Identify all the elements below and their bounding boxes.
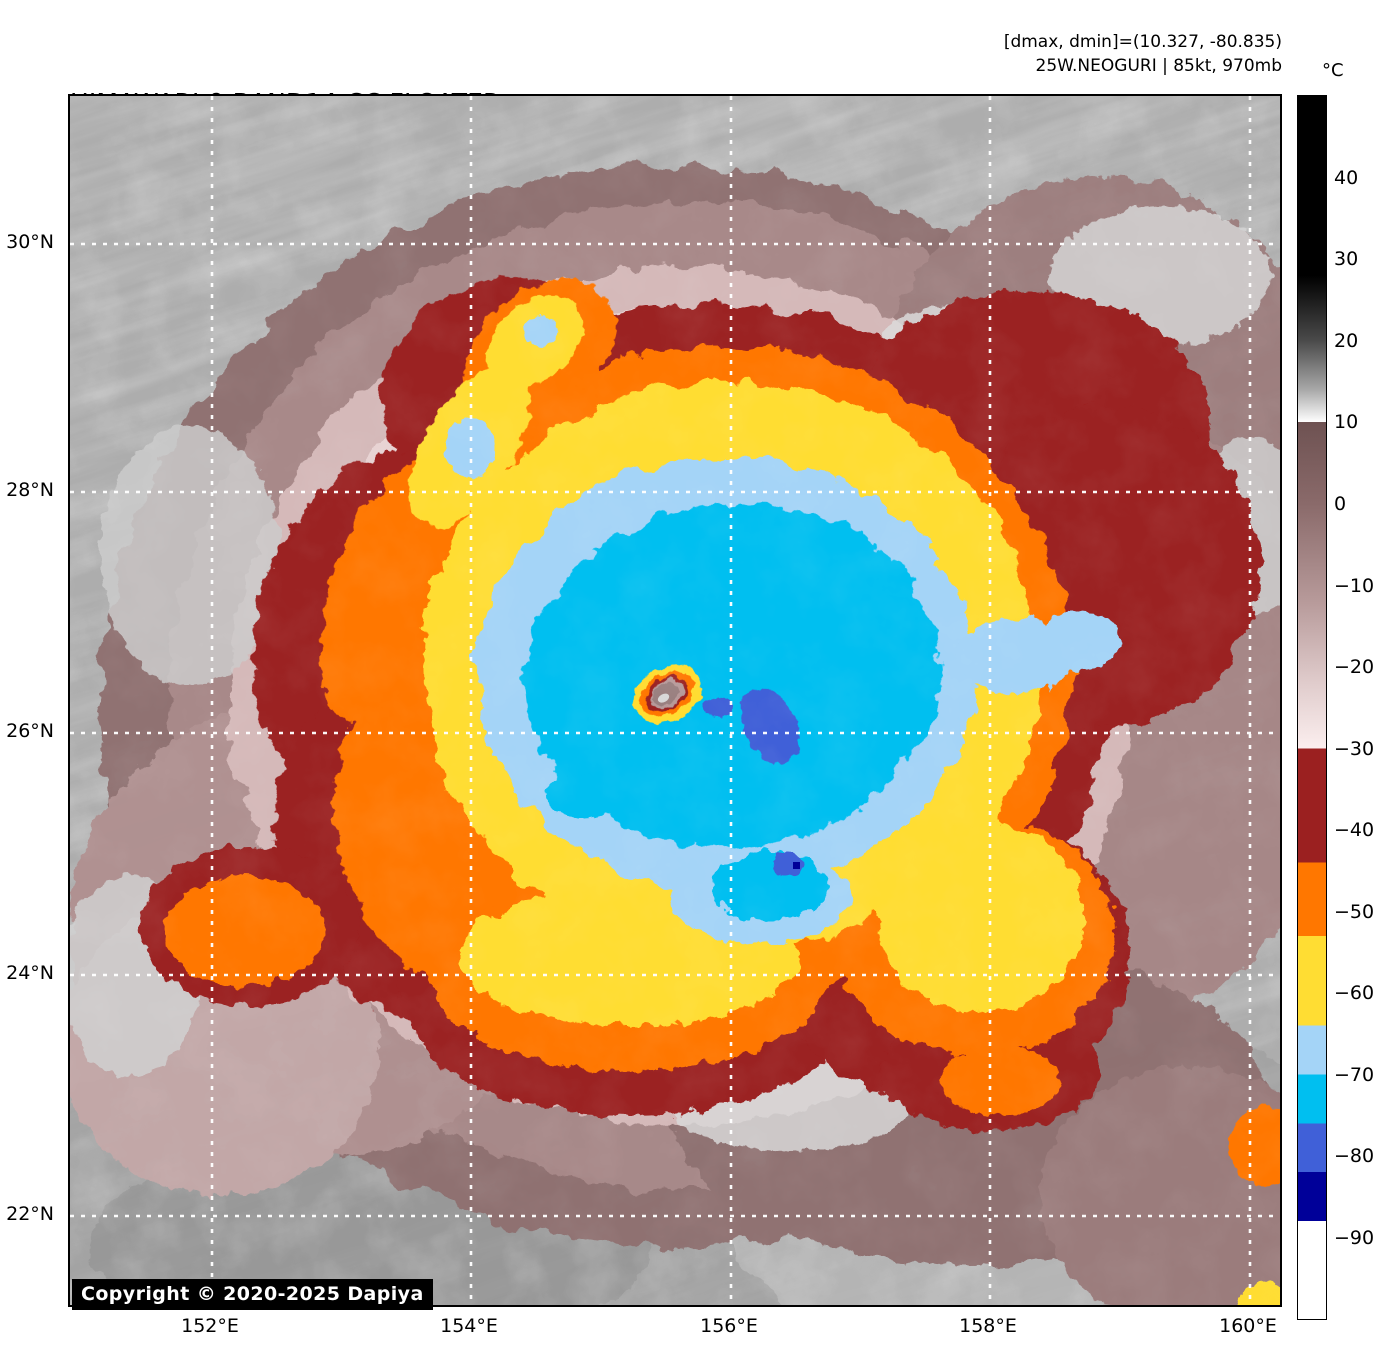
y-tick-26n: 26°N	[6, 720, 54, 742]
satellite-imagery	[70, 96, 1280, 1305]
cb-tick-10: 10	[1334, 411, 1359, 433]
colorbar-unit-label: °C	[1322, 60, 1344, 81]
y-tick-22n: 22°N	[6, 1203, 54, 1225]
cb-tick-m40: −40	[1334, 819, 1375, 841]
cb-tick-m90: −90	[1334, 1227, 1375, 1249]
storm-info-label: 25W.NEOGURI | 85kt, 970mb	[1035, 56, 1282, 76]
y-tick-24n: 24°N	[6, 962, 54, 984]
colorbar	[1297, 95, 1327, 1320]
y-tick-28n: 28°N	[6, 479, 54, 501]
y-tick-30n: 30°N	[6, 231, 54, 253]
satellite-map-panel[interactable]	[68, 94, 1282, 1307]
cb-tick-m70: −70	[1334, 1064, 1375, 1086]
colorbar-gradient	[1298, 96, 1326, 1319]
cb-tick-m60: −60	[1334, 982, 1375, 1004]
cb-tick-40: 40	[1334, 167, 1359, 189]
map-gridlines	[70, 96, 1280, 1305]
cb-tick-m10: −10	[1334, 575, 1375, 597]
cb-tick-m30: −30	[1334, 738, 1375, 760]
cb-tick-30: 30	[1334, 248, 1359, 270]
cb-tick-m50: −50	[1334, 901, 1375, 923]
cb-tick-20: 20	[1334, 330, 1359, 352]
y-axis-ticks: 30°N 28°N 26°N 24°N 22°N	[0, 0, 62, 1359]
copyright-badge: Copyright © 2020-2025 Dapiya	[72, 1279, 433, 1310]
cb-tick-m20: −20	[1334, 656, 1375, 678]
dmax-dmin-label: [dmax, dmin]=(10.327, -80.835)	[1003, 32, 1282, 52]
header-info-block: [dmax, dmin]=(10.327, -80.835) 25W.NEOGU…	[1004, 30, 1282, 78]
cb-tick-0: 0	[1334, 493, 1347, 515]
cb-tick-m80: −80	[1334, 1145, 1375, 1167]
